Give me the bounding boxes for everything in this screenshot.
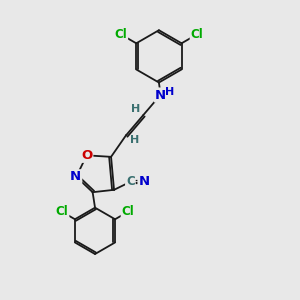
Text: Cl: Cl bbox=[114, 28, 127, 41]
Text: H: H bbox=[130, 135, 139, 145]
Text: Cl: Cl bbox=[122, 205, 134, 218]
Text: H: H bbox=[165, 87, 174, 97]
Text: N: N bbox=[70, 170, 81, 183]
Text: N: N bbox=[155, 88, 166, 101]
Text: O: O bbox=[81, 149, 92, 162]
Text: Cl: Cl bbox=[190, 28, 203, 41]
Text: N: N bbox=[139, 175, 150, 188]
Text: H: H bbox=[131, 104, 140, 114]
Text: C: C bbox=[126, 175, 135, 188]
Text: Cl: Cl bbox=[56, 205, 68, 218]
